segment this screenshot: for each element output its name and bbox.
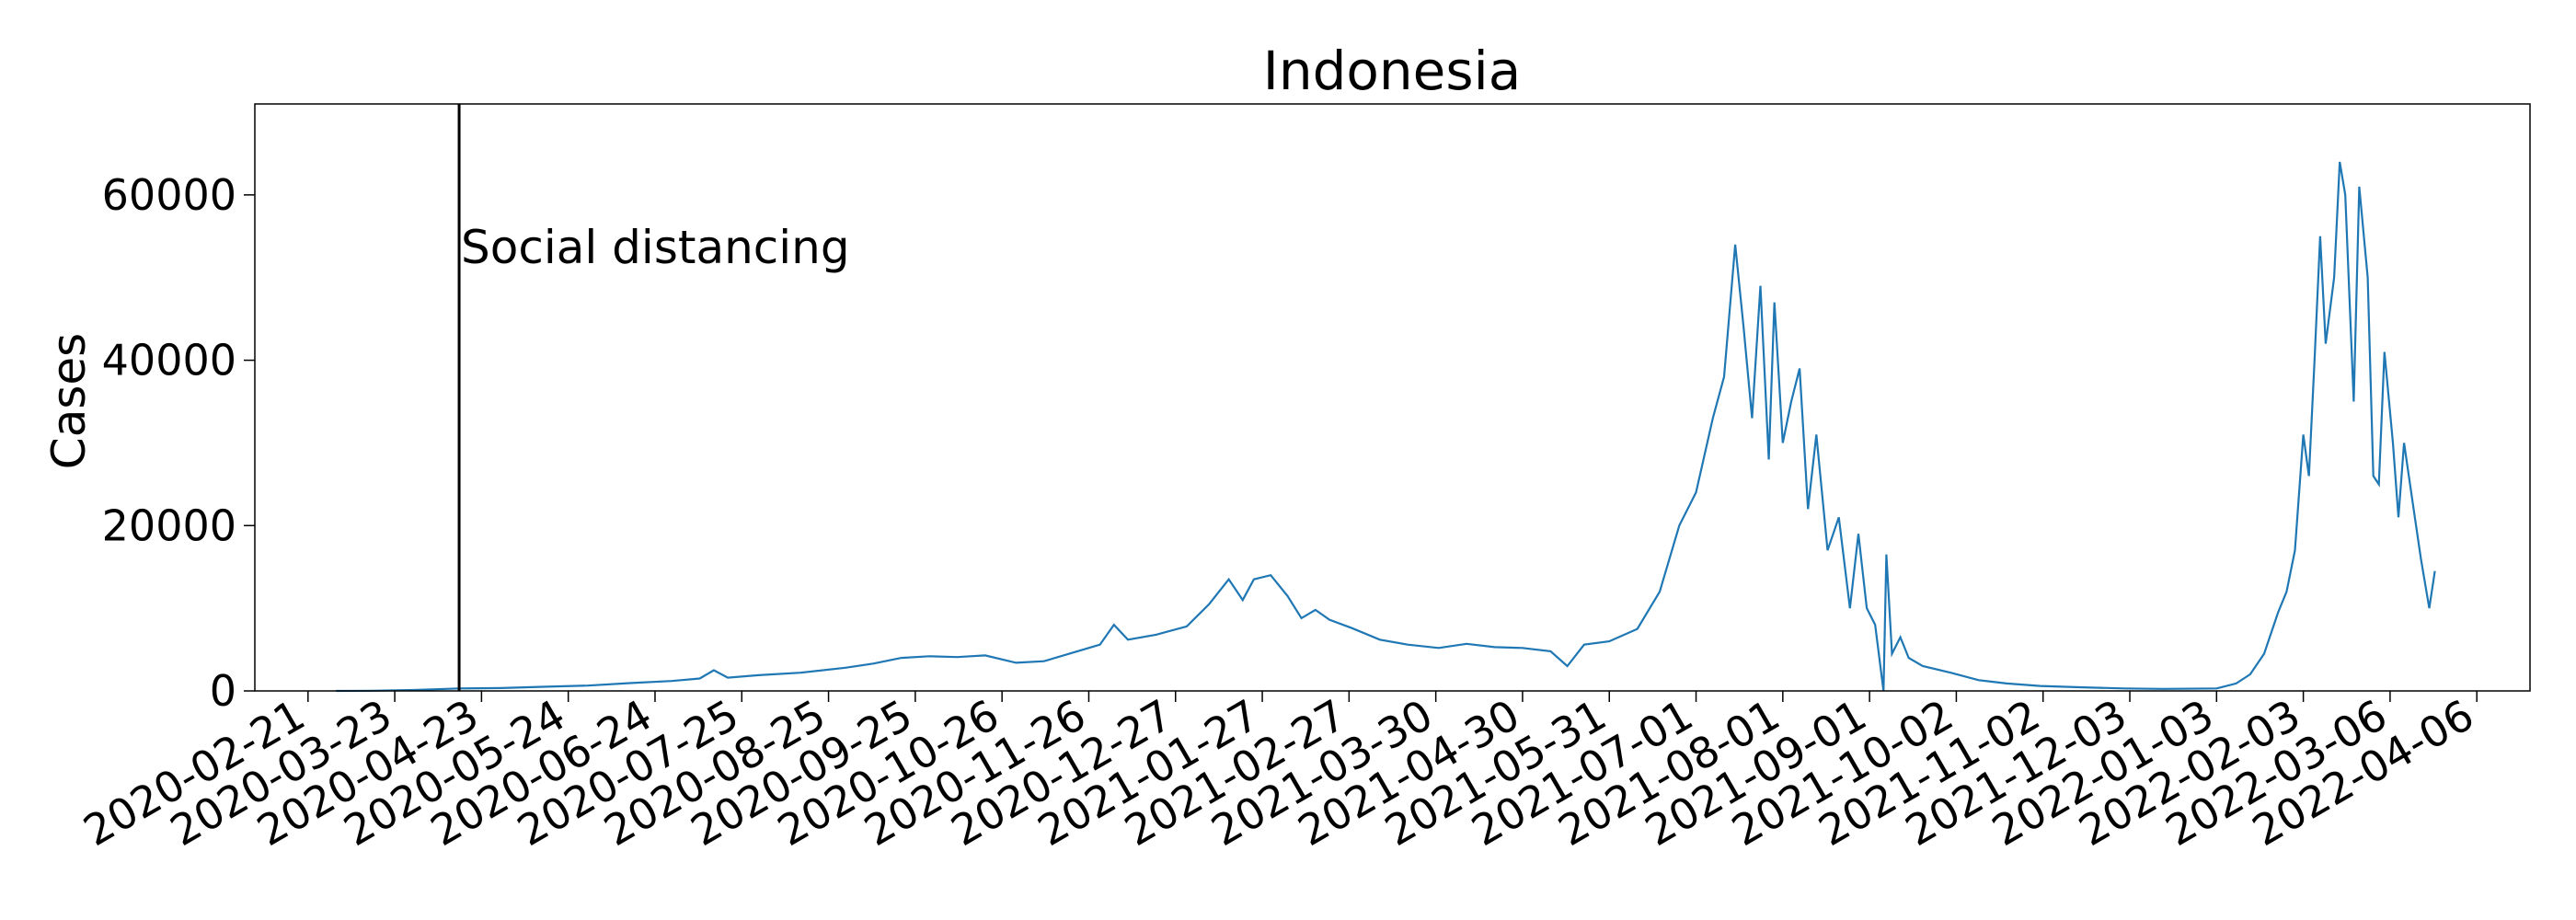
chart-title: Indonesia — [1263, 40, 1521, 102]
plot-frame — [254, 103, 2531, 692]
y-axis-ticks: 0 20000 40000 60000 — [102, 170, 255, 716]
y-tick-label: 20000 — [102, 500, 236, 550]
annotation-label: Social distancing — [461, 221, 850, 274]
y-axis-label: Cases — [42, 333, 96, 469]
series-line — [336, 161, 2436, 693]
y-tick-label: 40000 — [102, 336, 236, 385]
y-tick-label: 60000 — [102, 170, 236, 220]
x-axis-ticks: 2020-02-212020-03-232020-04-232020-05-24… — [75, 690, 2482, 856]
y-tick-label: 0 — [210, 666, 236, 716]
